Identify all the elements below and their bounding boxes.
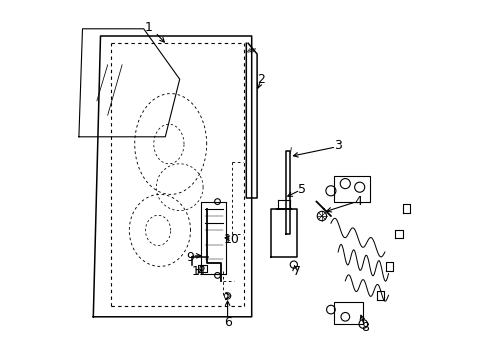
Text: 5: 5 (298, 183, 305, 195)
Text: 11: 11 (191, 265, 207, 278)
Bar (334, 176, 370, 202)
Text: 8: 8 (360, 321, 368, 334)
Text: 4: 4 (353, 195, 361, 208)
Text: 2: 2 (256, 73, 264, 86)
Bar (334, 302, 363, 324)
Text: 3: 3 (333, 139, 341, 152)
Text: 1: 1 (145, 21, 153, 33)
Text: 7: 7 (292, 265, 300, 278)
Text: 9: 9 (186, 251, 194, 264)
Text: 6: 6 (224, 316, 232, 329)
Text: 10: 10 (224, 233, 239, 246)
